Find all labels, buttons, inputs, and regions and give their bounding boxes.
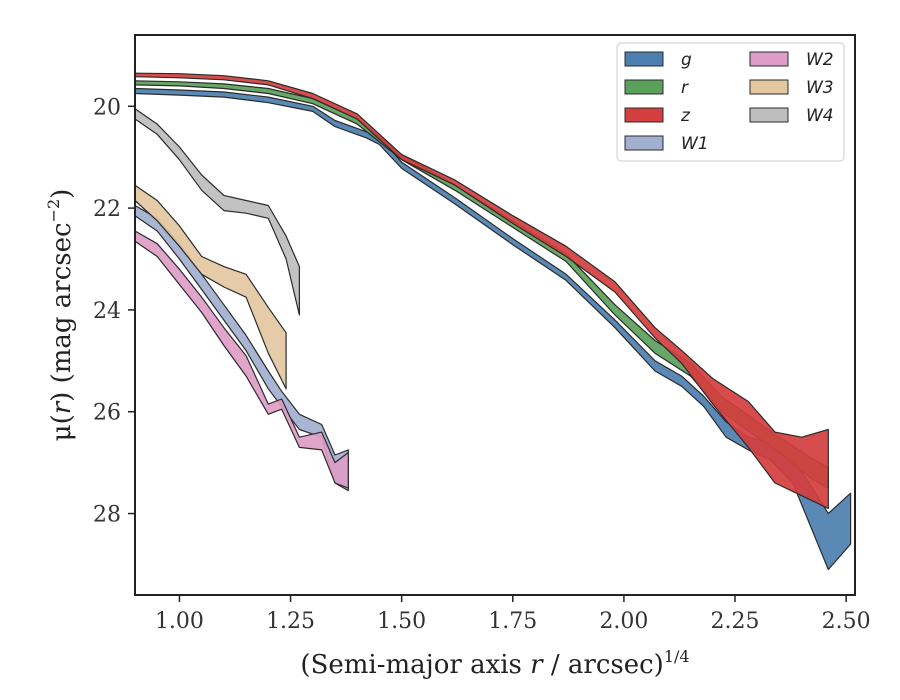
- legend-frame: [616, 42, 845, 162]
- legend-swatch-r: [624, 79, 664, 95]
- legend-label-w2: W2: [806, 50, 834, 70]
- y-tick-label: 24: [93, 299, 121, 324]
- y-axis: 20 22 24 26 28: [93, 95, 135, 528]
- band-w2: [134, 230, 349, 489]
- x-axis-title-exponent: 1/4: [664, 647, 690, 666]
- x-axis-title-var: r: [530, 650, 544, 680]
- plot-frame: [134, 34, 856, 596]
- y-axis-title-exponent: −2: [44, 199, 63, 223]
- legend-label-g: g: [681, 50, 692, 70]
- band-w1: [134, 204, 349, 492]
- band-w3: [134, 184, 287, 390]
- y-axis-title-var: r: [47, 400, 77, 414]
- legend-label-r: r: [681, 78, 689, 98]
- y-axis-title-close: ): [47, 189, 77, 199]
- x-tick-label: 2.25: [711, 609, 760, 634]
- band-w4: [134, 108, 300, 316]
- legend-swatch-g: [624, 51, 664, 67]
- y-axis-title-part-2: ) (mag arcsec: [47, 222, 77, 401]
- x-tick-label: 1.75: [488, 609, 537, 634]
- x-axis-title: (Semi-major axis r / arcsec)1/4: [300, 647, 689, 680]
- legend-label-w4: W4: [806, 106, 834, 126]
- x-axis-title-part-2: / arcsec): [543, 650, 664, 680]
- x-tick-label: 1.00: [155, 609, 204, 634]
- y-tick-label: 20: [93, 95, 121, 120]
- legend: grz W1 W2 W3 W4: [616, 42, 845, 162]
- legend-swatch-w2: [749, 51, 789, 67]
- legend-label-w3: W3: [806, 78, 834, 98]
- y-axis-title-part-1: μ(: [47, 414, 77, 441]
- legend-swatch-w3: [749, 79, 789, 95]
- y-tick-label: 28: [93, 503, 121, 528]
- legend-label-z: z: [680, 106, 691, 126]
- x-axis: 1.00 1.25 1.50 1.75 2.00 2.25 2.50: [155, 595, 871, 634]
- x-tick-label: 1.50: [377, 609, 426, 634]
- x-tick-label: 2.50: [822, 609, 871, 634]
- legend-swatch-w4: [749, 107, 789, 123]
- bands-layer: [134, 72, 852, 571]
- x-tick-label: 1.25: [266, 609, 315, 634]
- legend-label-w1: W1: [681, 134, 709, 154]
- band-z: [134, 72, 829, 510]
- y-tick-label: 26: [93, 401, 121, 426]
- y-axis-title: μ(r) (mag arcsec−2): [44, 189, 77, 442]
- x-tick-label: 2.00: [599, 609, 648, 634]
- legend-swatch-w1: [624, 135, 664, 151]
- y-tick-label: 22: [93, 197, 121, 222]
- legend-swatch-z: [624, 107, 664, 123]
- x-axis-title-part-1: (Semi-major axis: [300, 650, 530, 680]
